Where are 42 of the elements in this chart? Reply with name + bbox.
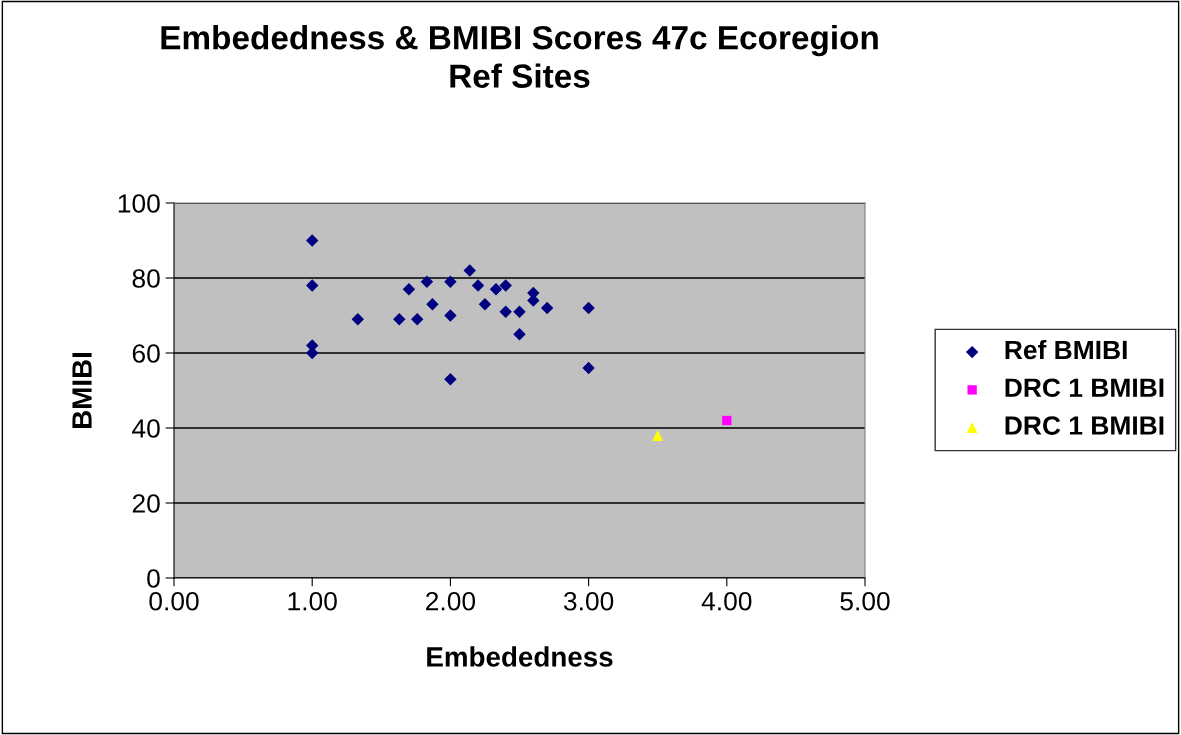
- y-tick-label: 60: [132, 344, 160, 363]
- point: [351, 313, 365, 326]
- point: [582, 301, 595, 315]
- point: [393, 313, 406, 326]
- x-tick-label: 0.00: [149, 591, 199, 611]
- y-tick-label: 40: [132, 419, 160, 438]
- point: [722, 415, 732, 426]
- point: [471, 279, 485, 292]
- x-tick-label: 5.00: [840, 591, 890, 611]
- point: [426, 298, 439, 311]
- y-tick-label: 100: [118, 194, 160, 213]
- point: [582, 361, 595, 375]
- point: [463, 264, 476, 277]
- legend-label: Ref BMIBI: [1005, 339, 1127, 360]
- y-tick-label: 80: [132, 269, 160, 288]
- legend-label: DRC 1 BMIBI: [1005, 378, 1164, 398]
- x-tick-label: 2.00: [426, 591, 476, 611]
- chart-title: Embededness & BMIBI Scores 47c Ecoregion Ref Sites: [161, 25, 878, 88]
- point: [402, 283, 416, 296]
- legend-label: DRC 1 BMIBI: [1005, 416, 1164, 435]
- y-axis-title: BMIBI: [72, 353, 92, 428]
- point: [513, 328, 526, 341]
- point: [444, 275, 457, 288]
- point: [444, 309, 457, 322]
- point: [411, 313, 424, 326]
- point: [499, 279, 512, 292]
- x-axis-title: Embededness: [427, 646, 613, 667]
- point: [478, 298, 492, 311]
- point: [513, 305, 526, 318]
- point: [652, 430, 664, 441]
- point: [444, 373, 457, 386]
- point: [489, 283, 503, 296]
- x-tick-label: 4.00: [701, 591, 752, 611]
- x-tick-label: 3.00: [563, 591, 614, 611]
- x-tick-label: 1.00: [288, 591, 337, 611]
- point: [499, 305, 512, 318]
- point: [540, 301, 554, 315]
- y-tick-label: 0: [147, 569, 160, 588]
- point: [420, 275, 434, 288]
- point: [305, 279, 319, 292]
- y-tick-label: 20: [132, 494, 160, 513]
- point: [305, 234, 319, 247]
